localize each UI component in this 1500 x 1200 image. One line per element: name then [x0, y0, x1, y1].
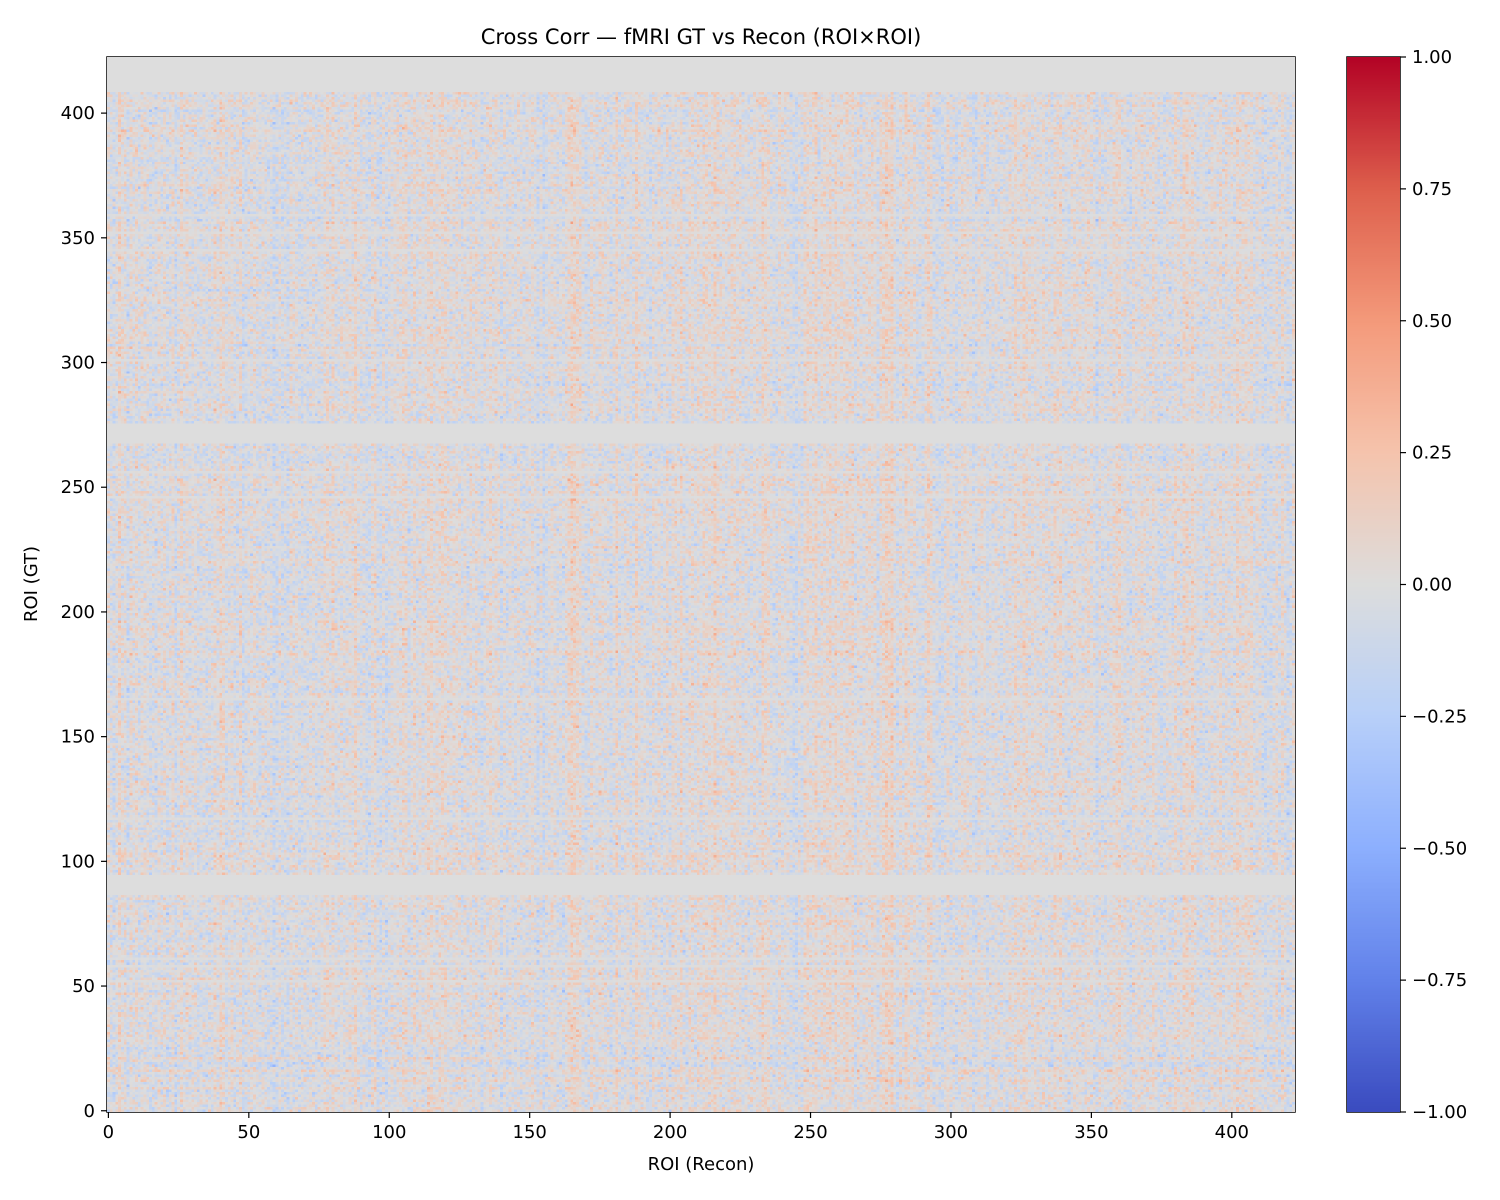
y-tick-label: 100 — [61, 851, 95, 872]
x-tick-label: 250 — [793, 1122, 827, 1143]
y-tick-label: 350 — [61, 228, 95, 249]
colorbar-tick-label: −0.75 — [1412, 970, 1467, 991]
y-axis-ticks: 0 50 100 150 200 250 300 350 400 — [61, 103, 107, 1122]
colorbar-tick-label: 0.25 — [1412, 443, 1452, 464]
x-tick-label: 0 — [103, 1122, 114, 1143]
colorbar-tick-label: −1.00 — [1412, 1102, 1467, 1123]
colorbar-tick-label: −0.25 — [1412, 706, 1467, 727]
heatmap-cells — [107, 57, 1295, 1112]
x-tick-label: 150 — [513, 1122, 547, 1143]
y-tick-label: 150 — [61, 727, 95, 748]
x-tick-label: 50 — [237, 1122, 260, 1143]
colorbar-gradient — [1347, 57, 1400, 1112]
x-tick-label: 300 — [934, 1122, 968, 1143]
colorbar-tick-label: 0.50 — [1412, 311, 1452, 332]
y-tick-label: 50 — [72, 976, 95, 997]
x-tick-label: 400 — [1215, 1122, 1249, 1143]
x-axis-label: ROI (Recon) — [648, 1154, 755, 1175]
colorbar-tick-label: 0.00 — [1412, 575, 1452, 596]
colorbar-tick-label: −0.50 — [1412, 838, 1467, 859]
y-tick-label: 250 — [61, 477, 95, 498]
y-axis-label: ROI (GT) — [21, 546, 42, 622]
colorbar-ticks: 1.00 0.75 0.50 0.25 0.00 −0.25 −0.50 −0.75 −1.00 — [1400, 47, 1467, 1123]
colorbar-tick-label: 0.75 — [1412, 179, 1452, 200]
y-tick-label: 400 — [61, 103, 95, 124]
y-tick-label: 200 — [61, 602, 95, 623]
x-axis-ticks: 0 50 100 150 200 250 300 350 400 — [103, 1112, 1249, 1143]
y-tick-label: 300 — [61, 353, 95, 374]
y-tick-label: 0 — [84, 1101, 95, 1122]
chart-title: Cross Corr — fMRI GT vs Recon (ROI×ROI) — [481, 25, 922, 49]
x-tick-label: 200 — [653, 1122, 687, 1143]
x-tick-label: 100 — [372, 1122, 406, 1143]
x-tick-label: 350 — [1074, 1122, 1108, 1143]
colorbar-tick-label: 1.00 — [1412, 47, 1452, 68]
